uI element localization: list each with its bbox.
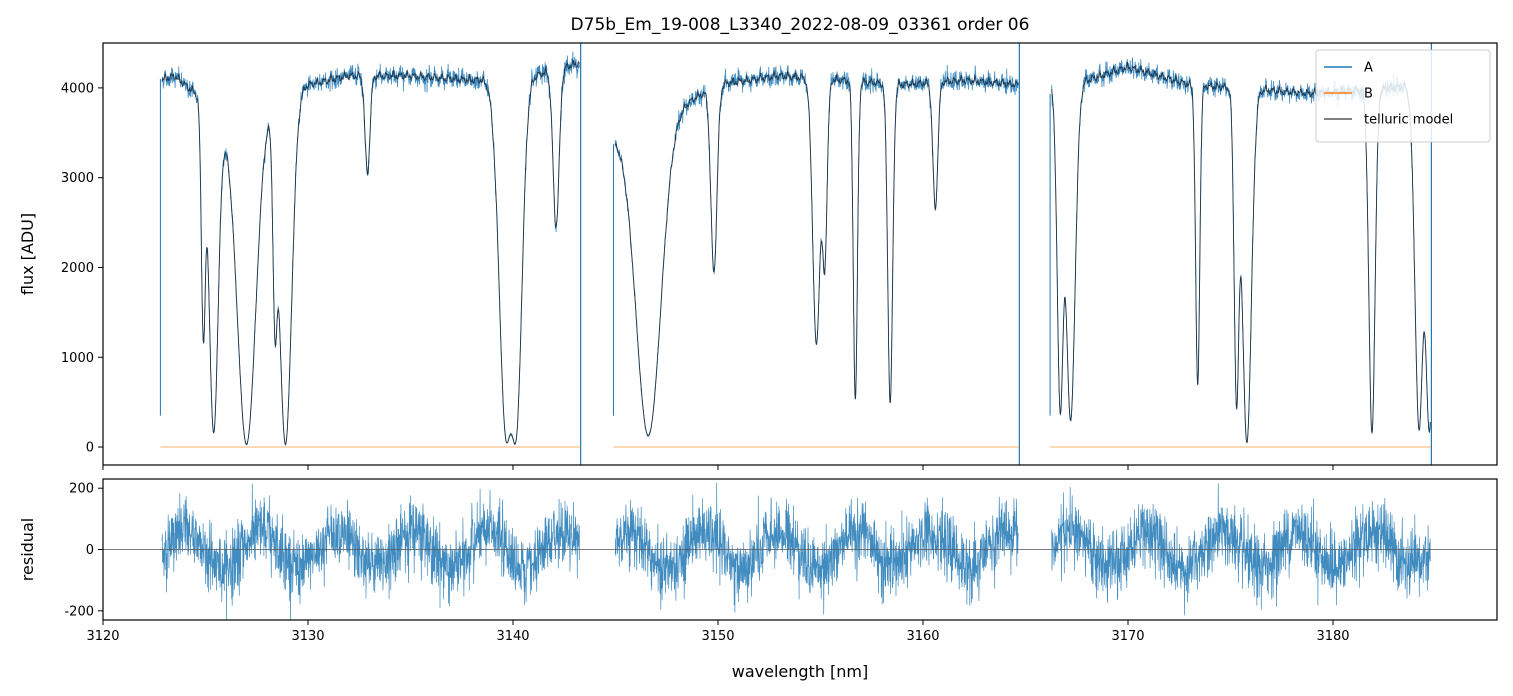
legend-label: A (1364, 61, 1373, 76)
telluric-model-line (1051, 61, 1431, 444)
residual-xtick-label: 3180 (1316, 629, 1349, 644)
flux-ytick-label: 4000 (61, 81, 94, 96)
flux-ylabel: flux [ADU] (18, 213, 37, 295)
residual-xtick-label: 3150 (701, 629, 734, 644)
flux-axes-frame (102, 42, 1498, 466)
flux-panel: 0 1000 2000 3000 4000 flux [ADU] ABtelluric … (18, 42, 1498, 470)
residual-xtick-label: 3120 (86, 629, 119, 644)
chart-title: D75b_Em_19-008_L3340_2022-08-09_03361 or… (571, 15, 1030, 35)
residual-ticks: 3120 3130 3140 3150 3160 3170 3180 -200 0 200 (64, 482, 1349, 644)
flux-ytick-label: 3000 (61, 171, 94, 186)
wavelength-xlabel: wavelength [nm] (732, 662, 869, 681)
flux-ytick-label: 0 (86, 441, 94, 456)
flux-ytick-label: 2000 (61, 261, 94, 276)
residual-line (614, 482, 1019, 615)
legend-label: telluric model (1364, 113, 1453, 128)
residual-ylabel: residual (18, 518, 37, 581)
residual-ytick-label: -200 (64, 604, 94, 619)
residual-xtick-label: 3170 (1111, 629, 1144, 644)
residual-ytick-label: 200 (69, 482, 94, 497)
residual-xtick-label: 3140 (496, 629, 529, 644)
residual-line (161, 483, 580, 620)
flux-ticks: 0 1000 2000 3000 4000 (61, 81, 1334, 470)
residual-xtick-label: 3130 (291, 629, 324, 644)
legend-label: B (1364, 87, 1373, 102)
flux-ytick-label: 1000 (61, 351, 94, 366)
telluric-model-line (161, 58, 580, 445)
legend-box (1315, 49, 1491, 143)
telluric-model-line (614, 70, 1019, 436)
flux-series-layer (159, 43, 1433, 465)
residual-xtick-label: 3160 (906, 629, 939, 644)
residual-line (1051, 483, 1431, 616)
residual-ytick-label: 0 (86, 543, 94, 558)
residual-panel: 3120 3130 3140 3150 3160 3170 3180 -200 0 200 res… (18, 478, 1498, 681)
series-a-line (614, 64, 1019, 438)
residual-series-layer (103, 482, 1497, 620)
